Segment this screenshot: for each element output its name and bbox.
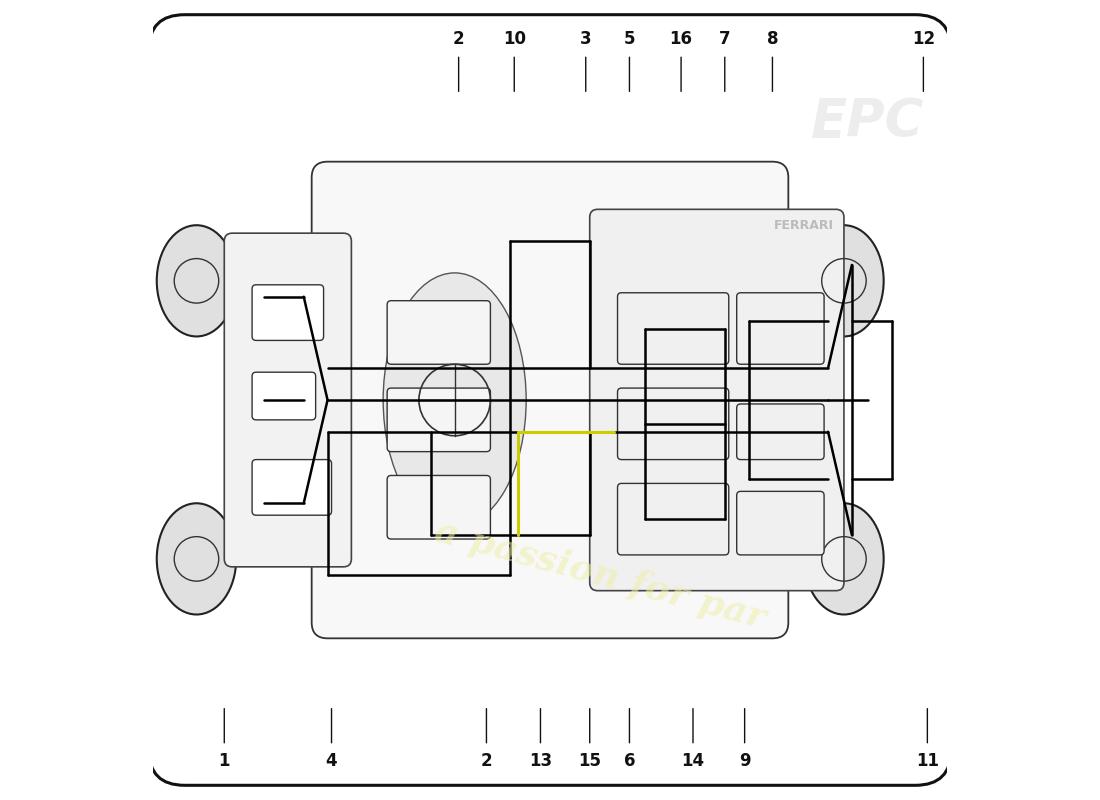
Ellipse shape [804,503,883,614]
Text: 8: 8 [767,30,778,47]
Text: 1: 1 [219,753,230,770]
Text: 16: 16 [670,30,693,47]
Text: FERRARI: FERRARI [774,218,834,232]
Text: EPC: EPC [811,96,924,148]
FancyBboxPatch shape [311,162,789,638]
FancyBboxPatch shape [737,491,824,555]
Text: 5: 5 [624,30,635,47]
FancyBboxPatch shape [617,388,728,459]
FancyBboxPatch shape [252,285,323,341]
Text: 2: 2 [481,753,493,770]
Ellipse shape [383,273,526,527]
FancyBboxPatch shape [252,459,331,515]
FancyBboxPatch shape [737,404,824,459]
Ellipse shape [804,226,883,337]
FancyBboxPatch shape [617,483,728,555]
Text: 7: 7 [719,30,730,47]
FancyBboxPatch shape [148,14,952,786]
FancyBboxPatch shape [224,233,351,567]
Text: 13: 13 [529,753,552,770]
Text: 4: 4 [326,753,338,770]
Text: a passion for par: a passion for par [431,514,769,635]
Text: 14: 14 [681,753,705,770]
Ellipse shape [157,226,236,337]
Text: 10: 10 [503,30,526,47]
Text: 6: 6 [624,753,635,770]
FancyBboxPatch shape [387,388,491,452]
Ellipse shape [157,503,236,614]
FancyBboxPatch shape [617,293,728,364]
Text: 3: 3 [580,30,592,47]
FancyBboxPatch shape [590,210,844,590]
FancyBboxPatch shape [252,372,316,420]
Text: 9: 9 [739,753,750,770]
FancyBboxPatch shape [387,475,491,539]
Text: 11: 11 [916,753,939,770]
FancyBboxPatch shape [387,301,491,364]
Text: 15: 15 [579,753,602,770]
Text: 12: 12 [912,30,935,47]
Text: 2: 2 [453,30,464,47]
FancyBboxPatch shape [737,293,824,364]
